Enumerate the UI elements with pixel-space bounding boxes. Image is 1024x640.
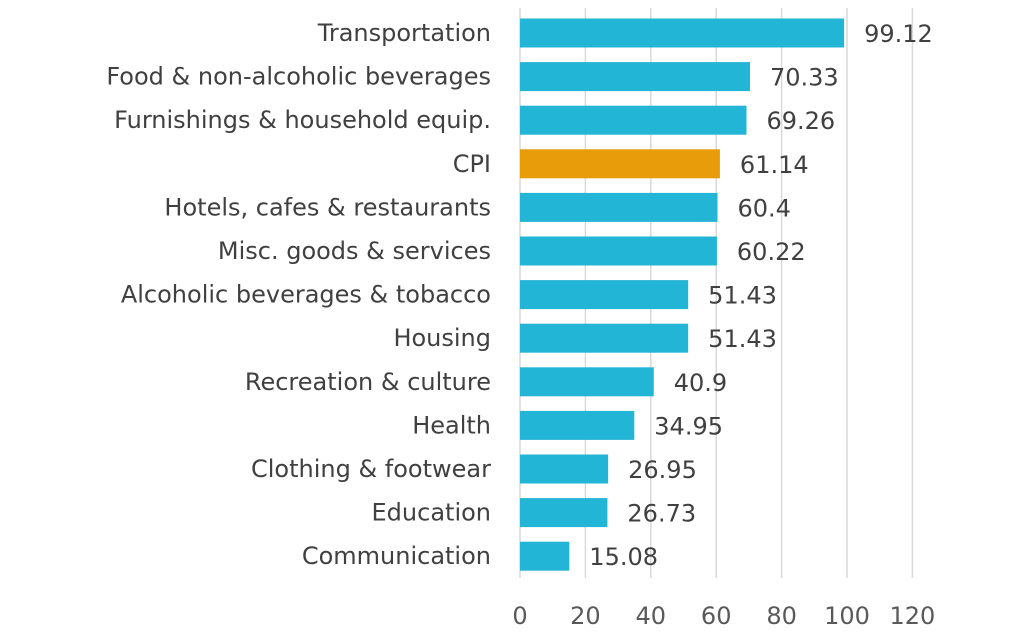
bar: [520, 105, 747, 135]
value-label: 51.43: [708, 325, 777, 353]
bar: [520, 236, 717, 266]
category-label: Housing: [393, 324, 491, 352]
value-label: 60.22: [737, 238, 806, 266]
bar: [520, 192, 718, 222]
bar: [520, 498, 608, 528]
category-label: CPI: [453, 150, 491, 178]
value-label: 15.08: [589, 543, 658, 571]
value-label: 99.12: [864, 20, 933, 48]
x-tick-label: 60: [701, 602, 732, 630]
value-label: 51.43: [708, 282, 777, 310]
category-label: Transportation: [317, 19, 491, 47]
category-label: Health: [412, 411, 491, 439]
value-label: 61.14: [740, 151, 809, 179]
bar-cpi-highlight: [520, 149, 720, 179]
value-label: 26.73: [627, 500, 696, 528]
category-label: Education: [372, 499, 491, 527]
x-tick-label: 20: [570, 602, 601, 630]
x-tick-label: 120: [889, 602, 935, 630]
value-label: 40.9: [674, 369, 727, 397]
bar: [520, 367, 654, 397]
value-label: 60.4: [738, 194, 791, 222]
bar: [520, 323, 689, 353]
x-tick-label: 100: [824, 602, 870, 630]
bar: [520, 541, 570, 571]
x-tick-label: 0: [512, 602, 527, 630]
category-label: Clothing & footwear: [251, 455, 491, 483]
value-labels: 99.12 70.33 69.26 61.14 60.4 60.22 51.43 51.43 4…: [589, 20, 933, 571]
category-label: Alcoholic beverages & tobacco: [121, 281, 491, 309]
category-label: Recreation & culture: [245, 368, 491, 396]
category-label: Misc. goods & services: [218, 237, 491, 265]
value-label: 34.95: [654, 412, 723, 440]
category-label: Furnishings & household equip.: [114, 106, 491, 134]
value-label: 69.26: [766, 107, 835, 135]
bar: [520, 18, 845, 48]
bars: [520, 18, 845, 571]
bar: [520, 454, 609, 484]
category-labels: Transportation Food & non-alcoholic bever…: [106, 19, 491, 570]
category-label: Food & non-alcoholic beverages: [106, 63, 491, 91]
category-label: Hotels, cafes & restaurants: [164, 193, 491, 221]
bar: [520, 280, 689, 310]
value-label: 26.95: [628, 456, 697, 484]
x-tick-label: 40: [636, 602, 667, 630]
category-label: Communication: [302, 542, 491, 570]
value-label: 70.33: [770, 64, 839, 92]
bar: [520, 62, 750, 92]
x-tick-label: 80: [766, 602, 797, 630]
bar: [520, 410, 635, 440]
x-axis-ticks: 0 20 40 60 80 100 120: [512, 602, 935, 630]
